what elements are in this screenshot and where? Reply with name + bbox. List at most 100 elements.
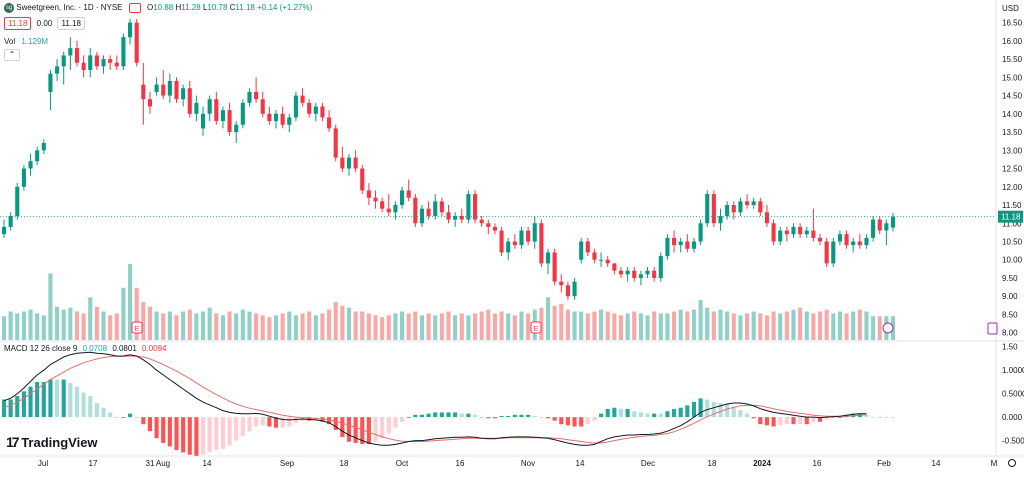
candle-body[interactable]	[705, 194, 710, 224]
candle-body[interactable]	[61, 55, 66, 67]
candle-body[interactable]	[207, 99, 212, 114]
candle-body[interactable]	[725, 205, 730, 216]
candle-body[interactable]	[327, 117, 332, 129]
candle-body[interactable]	[798, 226, 803, 235]
candle-body[interactable]	[227, 110, 232, 133]
candle-body[interactable]	[831, 241, 836, 264]
candle-body[interactable]	[260, 99, 265, 114]
candle-body[interactable]	[857, 241, 862, 246]
candle-body[interactable]	[446, 212, 451, 220]
candle-body[interactable]	[545, 252, 551, 264]
candle-body[interactable]	[804, 230, 809, 235]
candle-body[interactable]	[21, 168, 26, 187]
candle-body[interactable]	[35, 150, 40, 162]
candle-body[interactable]	[28, 161, 33, 169]
candle-body[interactable]	[539, 223, 544, 264]
candle-body[interactable]	[333, 128, 338, 158]
candle-body[interactable]	[55, 66, 60, 74]
eye-icon[interactable]	[128, 3, 141, 13]
candle-body[interactable]	[526, 230, 531, 242]
candle-body[interactable]	[101, 59, 106, 67]
candle-body[interactable]	[585, 241, 590, 253]
volume-legend[interactable]: Vol 1.129M	[4, 37, 48, 46]
symbol-title[interactable]: Sweetgreen, Inc. · 1D · NYSE	[16, 3, 123, 13]
candle-body[interactable]	[837, 234, 842, 242]
candle-body[interactable]	[784, 230, 789, 235]
macd-legend[interactable]: MACD 12 26 close 9 0.0708 0.0801 0.0094	[4, 344, 166, 353]
candle-body[interactable]	[479, 219, 484, 224]
candle-body[interactable]	[778, 230, 783, 242]
candle-body[interactable]	[665, 237, 670, 257]
candle-body[interactable]	[466, 194, 471, 220]
candle-body[interactable]	[353, 157, 358, 169]
candle-body[interactable]	[127, 22, 133, 38]
candle-body[interactable]	[579, 241, 584, 260]
candle-body[interactable]	[486, 223, 491, 227]
candle-body[interactable]	[81, 62, 86, 71]
candle-body[interactable]	[386, 208, 391, 213]
candle-body[interactable]	[625, 270, 630, 275]
candle-body[interactable]	[811, 230, 816, 238]
candle-body[interactable]	[340, 157, 345, 169]
candle-body[interactable]	[167, 80, 172, 96]
candle-body[interactable]	[652, 270, 657, 278]
candle-body[interactable]	[499, 230, 504, 253]
candle-body[interactable]	[247, 91, 252, 103]
candle-body[interactable]	[187, 88, 192, 114]
candle-body[interactable]	[114, 62, 119, 67]
candle-body[interactable]	[758, 201, 763, 213]
candle-body[interactable]	[108, 59, 113, 63]
candle-body[interactable]	[691, 241, 697, 249]
candle-body[interactable]	[68, 48, 73, 56]
candle-body[interactable]	[605, 259, 610, 264]
candle-body[interactable]	[280, 113, 285, 125]
candle-body[interactable]	[744, 201, 750, 206]
candle-body[interactable]	[864, 237, 869, 246]
candle-body[interactable]	[346, 157, 352, 169]
candle-body[interactable]	[400, 190, 405, 206]
candle-body[interactable]	[426, 208, 431, 216]
candle-body[interactable]	[506, 241, 511, 253]
candle-body[interactable]	[592, 252, 597, 260]
candle-body[interactable]	[565, 285, 570, 297]
candle-body[interactable]	[645, 270, 650, 275]
candle-body[interactable]	[134, 22, 139, 63]
candle-body[interactable]	[519, 230, 524, 246]
chevron-up-icon[interactable]: ⌃	[4, 49, 20, 61]
candle-body[interactable]	[771, 223, 776, 242]
candle-body[interactable]	[360, 168, 365, 191]
candle-body[interactable]	[154, 84, 159, 92]
candle-body[interactable]	[15, 186, 20, 216]
candle-body[interactable]	[751, 201, 756, 206]
candle-body[interactable]	[512, 241, 517, 246]
lightning-icon[interactable]	[882, 322, 894, 334]
candle-body[interactable]	[738, 201, 743, 213]
candle-body[interactable]	[406, 190, 411, 198]
candle-body[interactable]	[559, 281, 564, 286]
candle-body[interactable]	[672, 237, 677, 246]
candle-body[interactable]	[161, 84, 166, 96]
candle-body[interactable]	[877, 219, 882, 231]
candle-body[interactable]	[41, 142, 46, 151]
candle-body[interactable]	[88, 55, 93, 71]
candle-body[interactable]	[453, 215, 458, 220]
candle-body[interactable]	[200, 113, 206, 129]
candle-body[interactable]	[472, 194, 478, 220]
candle-body[interactable]	[220, 110, 225, 122]
tradingview-logo[interactable]: 17 TradingView	[6, 434, 98, 450]
candle-body[interactable]	[844, 234, 849, 246]
candle-body[interactable]	[307, 102, 312, 114]
candle-body[interactable]	[74, 48, 80, 63]
candle-body[interactable]	[393, 205, 398, 213]
candle-body[interactable]	[48, 73, 53, 92]
candle-body[interactable]	[439, 201, 444, 213]
candle-body[interactable]	[599, 259, 604, 261]
candle-body[interactable]	[532, 223, 537, 242]
candle-body[interactable]	[413, 197, 418, 224]
bid-price[interactable]: 11.18	[4, 17, 32, 30]
candle-body[interactable]	[287, 117, 292, 125]
candle-body[interactable]	[94, 55, 99, 67]
candle-body[interactable]	[121, 37, 126, 67]
